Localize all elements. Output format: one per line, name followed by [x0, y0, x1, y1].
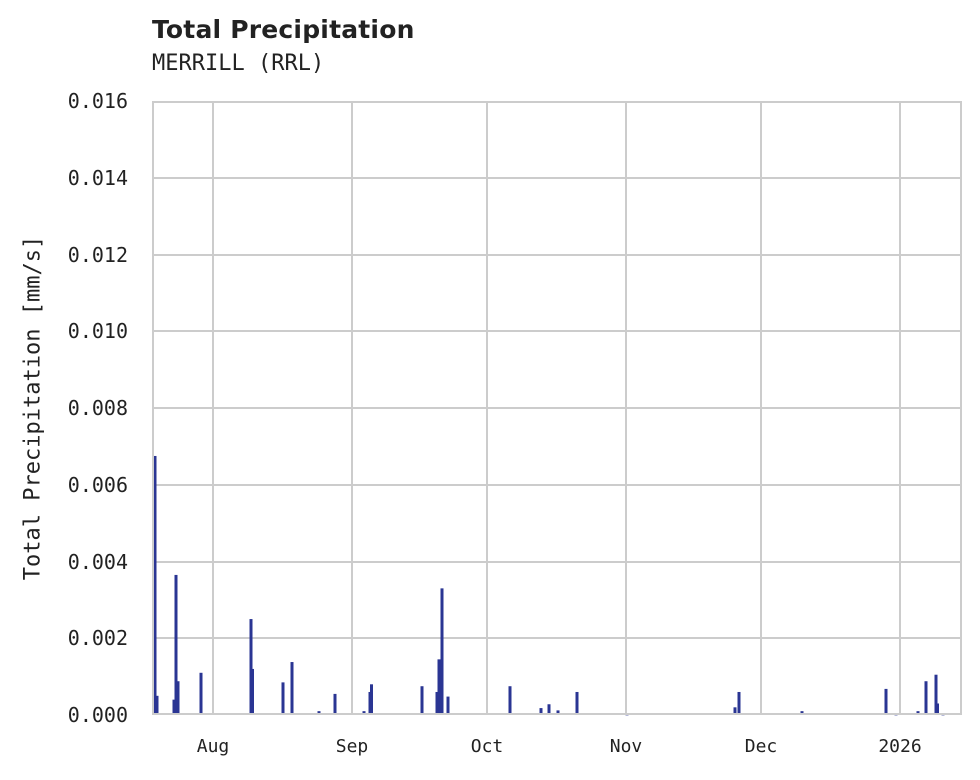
precipitation-bar: [547, 704, 551, 715]
y-tick-label: 0.012: [67, 243, 128, 267]
precipitation-bar: [435, 691, 439, 715]
gridlines: [152, 101, 962, 715]
precipitation-bar: [934, 674, 938, 715]
precipitation-bar: [936, 703, 939, 715]
precipitation-bar: [508, 686, 512, 715]
precipitation-bar: [733, 707, 737, 715]
y-tick-label: 0.004: [67, 550, 128, 574]
x-tick-label: Sep: [335, 736, 369, 757]
precipitation-bar: [199, 672, 203, 715]
y-tick-label: 0.000: [67, 703, 128, 727]
precipitation-bars: [153, 455, 945, 716]
chart-subtitle: MERRILL (RRL): [152, 51, 325, 76]
x-tick-label: 2026: [878, 736, 922, 757]
x-tick-label: Nov: [609, 736, 643, 757]
precipitation-bar: [172, 699, 176, 715]
precipitation-bar: [737, 691, 741, 715]
precipitation-bar: [290, 662, 294, 715]
precipitation-bar: [440, 588, 444, 715]
y-tick-label: 0.002: [67, 626, 128, 650]
precipitation-bar: [333, 693, 337, 715]
precipitation-bar: [539, 708, 543, 715]
precipitation-bar: [884, 688, 888, 715]
precipitation-bar: [153, 455, 157, 715]
precipitation-bar: [924, 681, 928, 715]
x-tick-label: Aug: [196, 736, 230, 757]
precipitation-bar: [420, 686, 424, 715]
y-tick-label: 0.016: [67, 89, 128, 113]
x-tick-label: Dec: [744, 736, 778, 757]
y-tick-label: 0.008: [67, 396, 128, 420]
precipitation-bar: [575, 691, 579, 715]
precipitation-bar: [446, 696, 450, 715]
precipitation-bar: [155, 695, 159, 715]
precipitation-bar: [176, 681, 180, 715]
plot-frame: [152, 101, 962, 715]
y-tick-label: 0.010: [67, 319, 128, 343]
y-tick-label: 0.014: [67, 166, 128, 190]
y-tick-label: 0.006: [67, 473, 128, 497]
precipitation-bar: [370, 684, 373, 715]
precipitation-bar: [249, 619, 253, 715]
precipitation-bar: [556, 710, 560, 715]
precipitation-bar: [174, 574, 178, 715]
precipitation-bar: [251, 668, 254, 715]
precipitation-bar: [281, 682, 285, 715]
precipitation-bar: [437, 659, 441, 715]
x-tick-label: Oct: [470, 736, 504, 757]
chart-title: Total Precipitation: [152, 15, 415, 44]
